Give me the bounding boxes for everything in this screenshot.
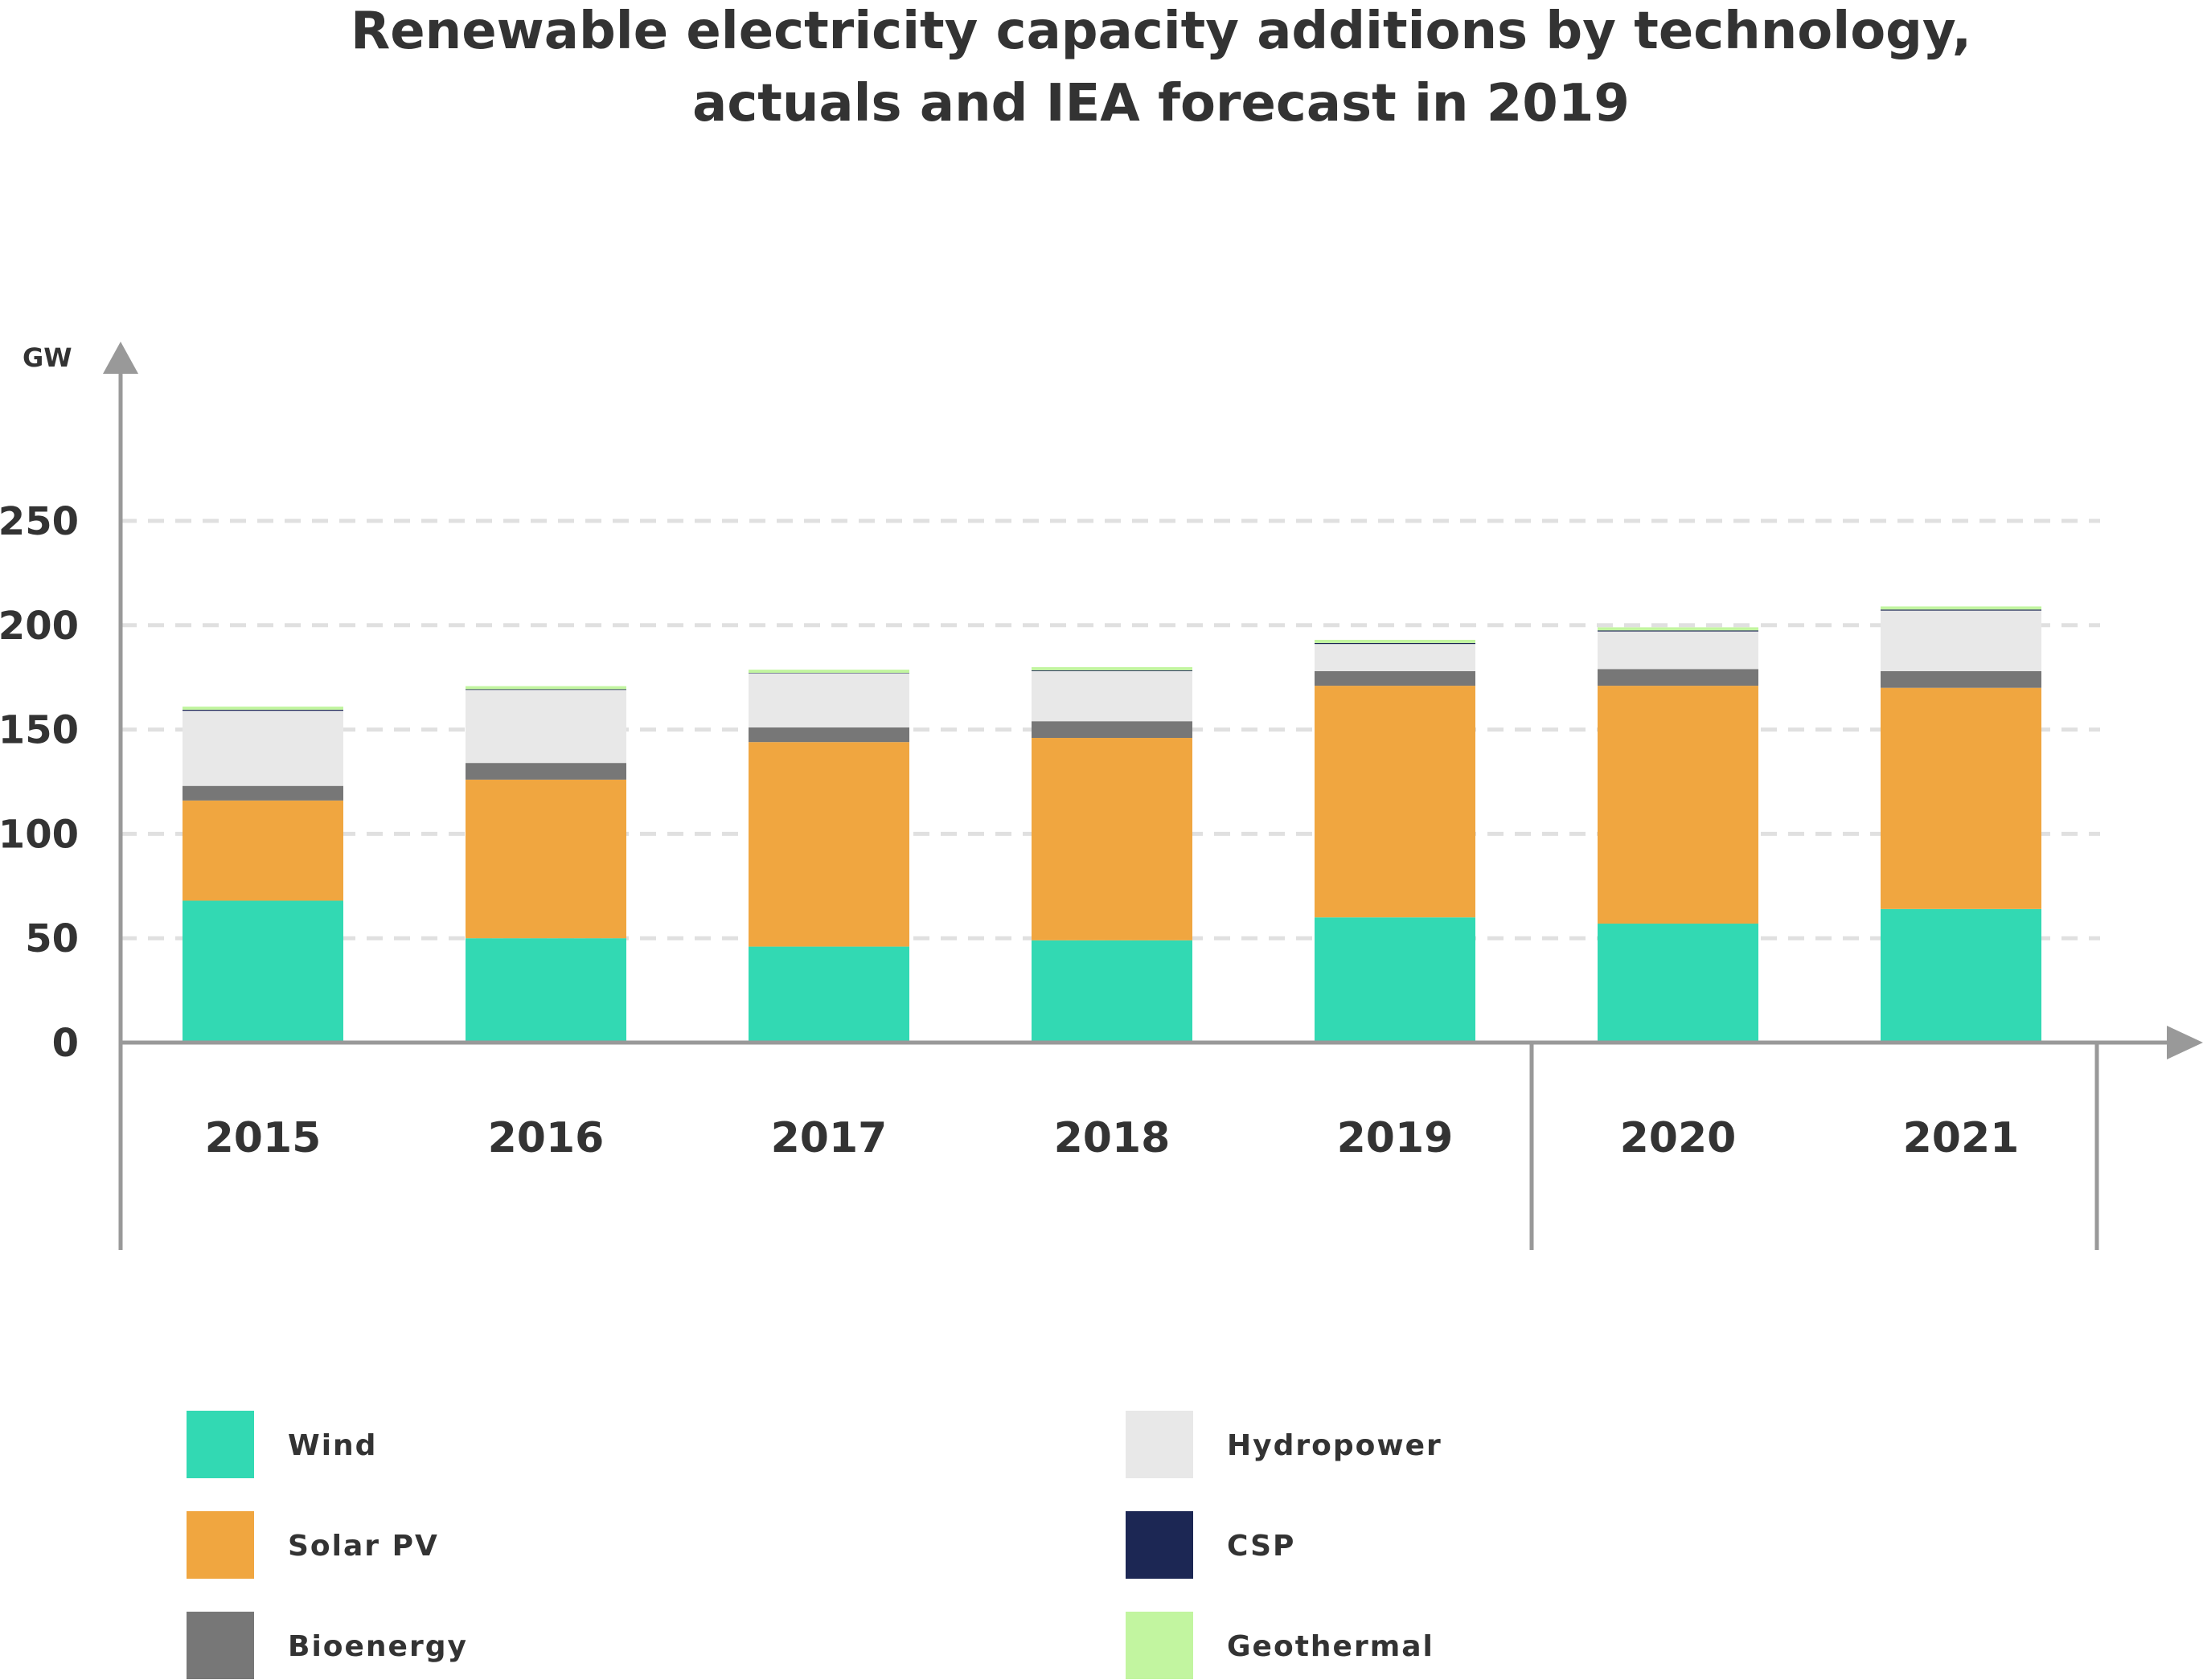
bar-stack-2018	[1032, 666, 1192, 1043]
legend-item-geothermal: Geothermal	[1126, 1612, 1434, 1679]
x-tick-label: 2019	[1337, 1114, 1454, 1162]
axes	[103, 342, 2203, 1250]
bar-solar-pv-2021	[1881, 687, 2041, 909]
x-tick-label: 2017	[771, 1114, 888, 1162]
y-axis-unit-label: GW	[23, 342, 72, 373]
bar-bioenergy-2020	[1598, 669, 1758, 686]
y-tick-label: 150	[0, 708, 79, 753]
y-axis-arrow-icon	[103, 342, 138, 374]
legend-swatch-geothermal	[1126, 1612, 1193, 1679]
x-tick-label: 2016	[488, 1114, 605, 1162]
bar-solar-pv-2015	[183, 800, 343, 901]
chart-title-line-1: Renewable electricity capacity additions…	[351, 2, 1971, 61]
legend-item-wind: Wind	[187, 1411, 377, 1478]
bar-solar-pv-2020	[1598, 686, 1758, 924]
bar-csp-2017	[749, 672, 909, 674]
bar-bioenergy-2016	[466, 763, 626, 780]
bar-wind-2021	[1881, 908, 2041, 1043]
bar-bioenergy-2018	[1032, 721, 1192, 738]
bar-csp-2018	[1032, 670, 1192, 671]
bar-geothermal-2021	[1881, 606, 2041, 610]
chart-title-line-2: actuals and IEA forecast in 2019	[692, 74, 1630, 133]
legend-swatch-solar-pv	[187, 1511, 254, 1579]
bar-stack-2015	[183, 707, 343, 1043]
x-axis-arrow-icon	[2167, 1026, 2203, 1059]
bar-solar-pv-2016	[466, 779, 626, 939]
bar-solar-pv-2017	[749, 742, 909, 947]
legend: Wind Solar PV Bioenergy Hydropower CSP Geothe…	[187, 1411, 1442, 1679]
bar-csp-2016	[466, 689, 626, 690]
bar-bioenergy-2021	[1881, 670, 2041, 688]
bar-hydropower-2017	[749, 673, 909, 728]
x-tick-label: 2018	[1054, 1114, 1171, 1162]
bars	[183, 606, 2041, 1043]
legend-label-geothermal: Geothermal	[1227, 1630, 1434, 1663]
bar-hydropower-2015	[183, 711, 343, 786]
bar-bioenergy-2017	[749, 727, 909, 743]
legend-label-hydropower: Hydropower	[1227, 1429, 1442, 1462]
bar-wind-2015	[183, 900, 343, 1043]
legend-label-csp: CSP	[1227, 1530, 1295, 1563]
bar-stack-2020	[1598, 627, 1758, 1043]
bar-geothermal-2019	[1315, 639, 1475, 643]
legend-swatch-csp	[1126, 1511, 1193, 1579]
bar-wind-2016	[466, 938, 626, 1043]
x-tick-label: 2021	[1903, 1114, 2020, 1162]
legend-swatch-hydropower	[1126, 1411, 1193, 1478]
bar-stack-2016	[466, 686, 626, 1043]
x-tick-labels: 2015 2016 2017 2018 2019 2020 2021	[205, 1114, 2020, 1162]
bar-stack-2021	[1881, 606, 2041, 1043]
bar-csp-2015	[183, 709, 343, 711]
bar-geothermal-2017	[749, 670, 909, 673]
bar-wind-2017	[749, 946, 909, 1043]
bar-geothermal-2016	[466, 686, 626, 690]
x-tick-label: 2020	[1620, 1114, 1737, 1162]
bar-hydropower-2019	[1315, 644, 1475, 671]
bar-geothermal-2018	[1032, 666, 1192, 670]
y-tick-labels: 0 50 100 150 200 250	[0, 499, 79, 1066]
y-tick-label: 0	[52, 1021, 79, 1066]
bar-stack-2019	[1315, 639, 1475, 1043]
legend-item-bioenergy: Bioenergy	[187, 1612, 468, 1679]
legend-label-wind: Wind	[288, 1429, 377, 1462]
bar-solar-pv-2018	[1032, 737, 1192, 940]
bar-hydropower-2016	[466, 690, 626, 764]
bar-csp-2019	[1315, 642, 1475, 645]
legend-item-csp: CSP	[1126, 1511, 1295, 1579]
legend-swatch-wind	[187, 1411, 254, 1478]
bar-wind-2019	[1315, 917, 1475, 1043]
bar-csp-2021	[1881, 609, 2041, 611]
legend-item-hydropower: Hydropower	[1126, 1411, 1442, 1478]
legend-label-bioenergy: Bioenergy	[288, 1630, 468, 1663]
legend-swatch-bioenergy	[187, 1612, 254, 1679]
y-tick-label: 50	[25, 916, 79, 961]
chart-title: Renewable electricity capacity additions…	[351, 2, 1971, 133]
bar-hydropower-2020	[1598, 631, 1758, 670]
bar-csp-2020	[1598, 630, 1758, 632]
y-tick-label: 200	[0, 604, 79, 649]
bar-stack-2017	[749, 670, 909, 1043]
y-tick-label: 100	[0, 812, 79, 857]
bar-solar-pv-2019	[1315, 686, 1475, 918]
bar-bioenergy-2015	[183, 785, 343, 801]
bar-hydropower-2018	[1032, 670, 1192, 722]
bar-wind-2018	[1032, 940, 1192, 1043]
legend-item-solar-pv: Solar PV	[187, 1511, 439, 1579]
bar-hydropower-2021	[1881, 610, 2041, 671]
bar-geothermal-2020	[1598, 627, 1758, 631]
bar-geothermal-2015	[183, 707, 343, 710]
y-tick-label: 250	[0, 499, 79, 544]
x-tick-label: 2015	[205, 1114, 322, 1162]
bar-bioenergy-2019	[1315, 670, 1475, 686]
legend-label-solar-pv: Solar PV	[288, 1530, 439, 1563]
bar-wind-2020	[1598, 924, 1758, 1043]
